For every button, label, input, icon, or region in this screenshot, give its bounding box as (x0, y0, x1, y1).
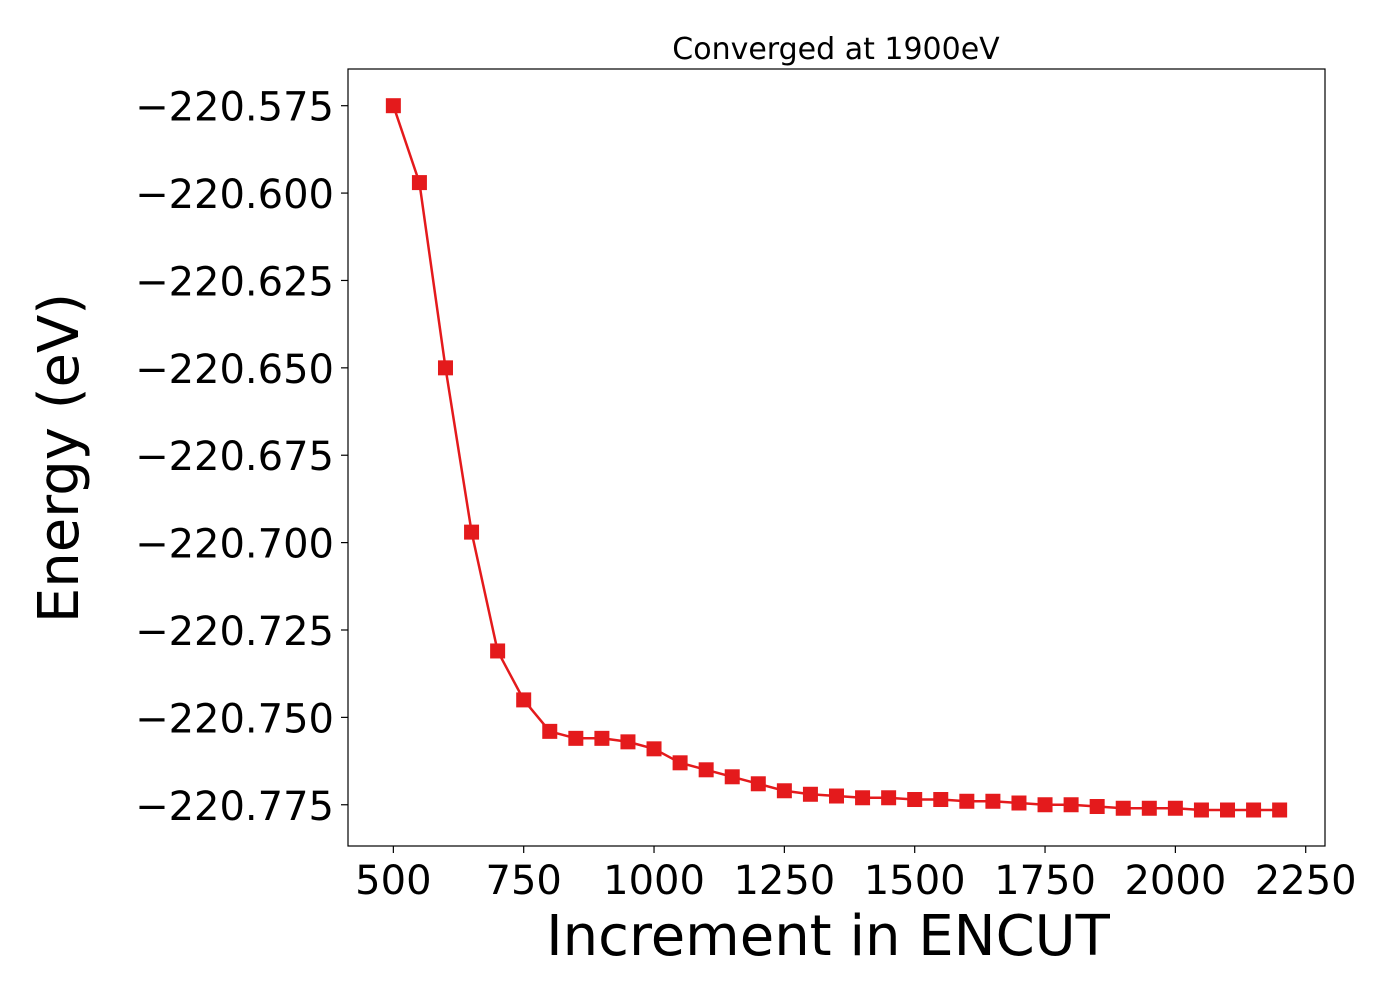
data-point (1220, 802, 1236, 818)
data-point (568, 730, 584, 746)
data-point (490, 643, 506, 659)
data-point (1115, 800, 1131, 816)
data-point (646, 741, 662, 757)
data-point (829, 788, 844, 804)
data-point (385, 98, 401, 114)
y-tick-label: −220.575 (135, 85, 334, 131)
data-point (464, 524, 480, 540)
data-point (750, 776, 766, 792)
data-point (1011, 795, 1027, 811)
plot-area (347, 68, 1326, 847)
data-point (698, 762, 714, 778)
x-tick-label: 1000 (603, 858, 705, 904)
data-point (776, 783, 792, 799)
chart-title: Converged at 1900eV (672, 32, 1000, 67)
data-point (881, 790, 897, 806)
x-tick-label: 750 (486, 858, 562, 904)
data-point (542, 723, 558, 739)
y-tick-label: −220.750 (135, 696, 334, 742)
data-point (985, 793, 1001, 809)
y-tick-label: −220.600 (135, 172, 334, 218)
data-point (802, 786, 818, 802)
x-tick-label: 1750 (994, 858, 1096, 904)
x-tick-label: 500 (355, 858, 431, 904)
y-tick-label: −220.775 (135, 784, 334, 830)
data-point (594, 730, 610, 746)
data-point (1141, 800, 1157, 816)
data-point (620, 734, 636, 750)
data-point (672, 755, 688, 771)
series-layer (385, 98, 1288, 818)
data-point (959, 793, 975, 809)
data-point (1037, 797, 1053, 813)
data-point (1089, 799, 1105, 815)
data-point (907, 792, 923, 808)
y-axis: −220.575 −220.600 −220.625 −220.650 −220.675… (135, 85, 348, 830)
y-tick-label: −220.650 (135, 347, 334, 393)
data-point (411, 175, 427, 191)
x-axis: 500 750 1000 1250 1500 1750 2000 2250 (355, 846, 1357, 904)
x-tick-label: 2250 (1255, 858, 1357, 904)
y-tick-label: −220.700 (135, 522, 334, 568)
data-point (1063, 797, 1079, 813)
data-point (516, 692, 532, 708)
x-tick-label: 1500 (864, 858, 966, 904)
data-point (724, 769, 740, 785)
data-point (1246, 802, 1262, 818)
data-point (1272, 802, 1288, 818)
y-tick-label: −220.725 (135, 609, 334, 655)
data-point (1167, 800, 1183, 816)
y-tick-label: −220.625 (135, 259, 334, 305)
data-point (1193, 802, 1209, 818)
x-axis-label: Increment in ENCUT (546, 904, 1111, 969)
y-axis-label: Energy (eV) (27, 293, 92, 623)
data-point (855, 790, 871, 806)
x-tick-label: 1250 (733, 858, 835, 904)
data-point (437, 360, 453, 376)
y-tick-label: −220.675 (135, 434, 334, 480)
x-tick-label: 2000 (1124, 858, 1226, 904)
data-point (933, 792, 949, 808)
